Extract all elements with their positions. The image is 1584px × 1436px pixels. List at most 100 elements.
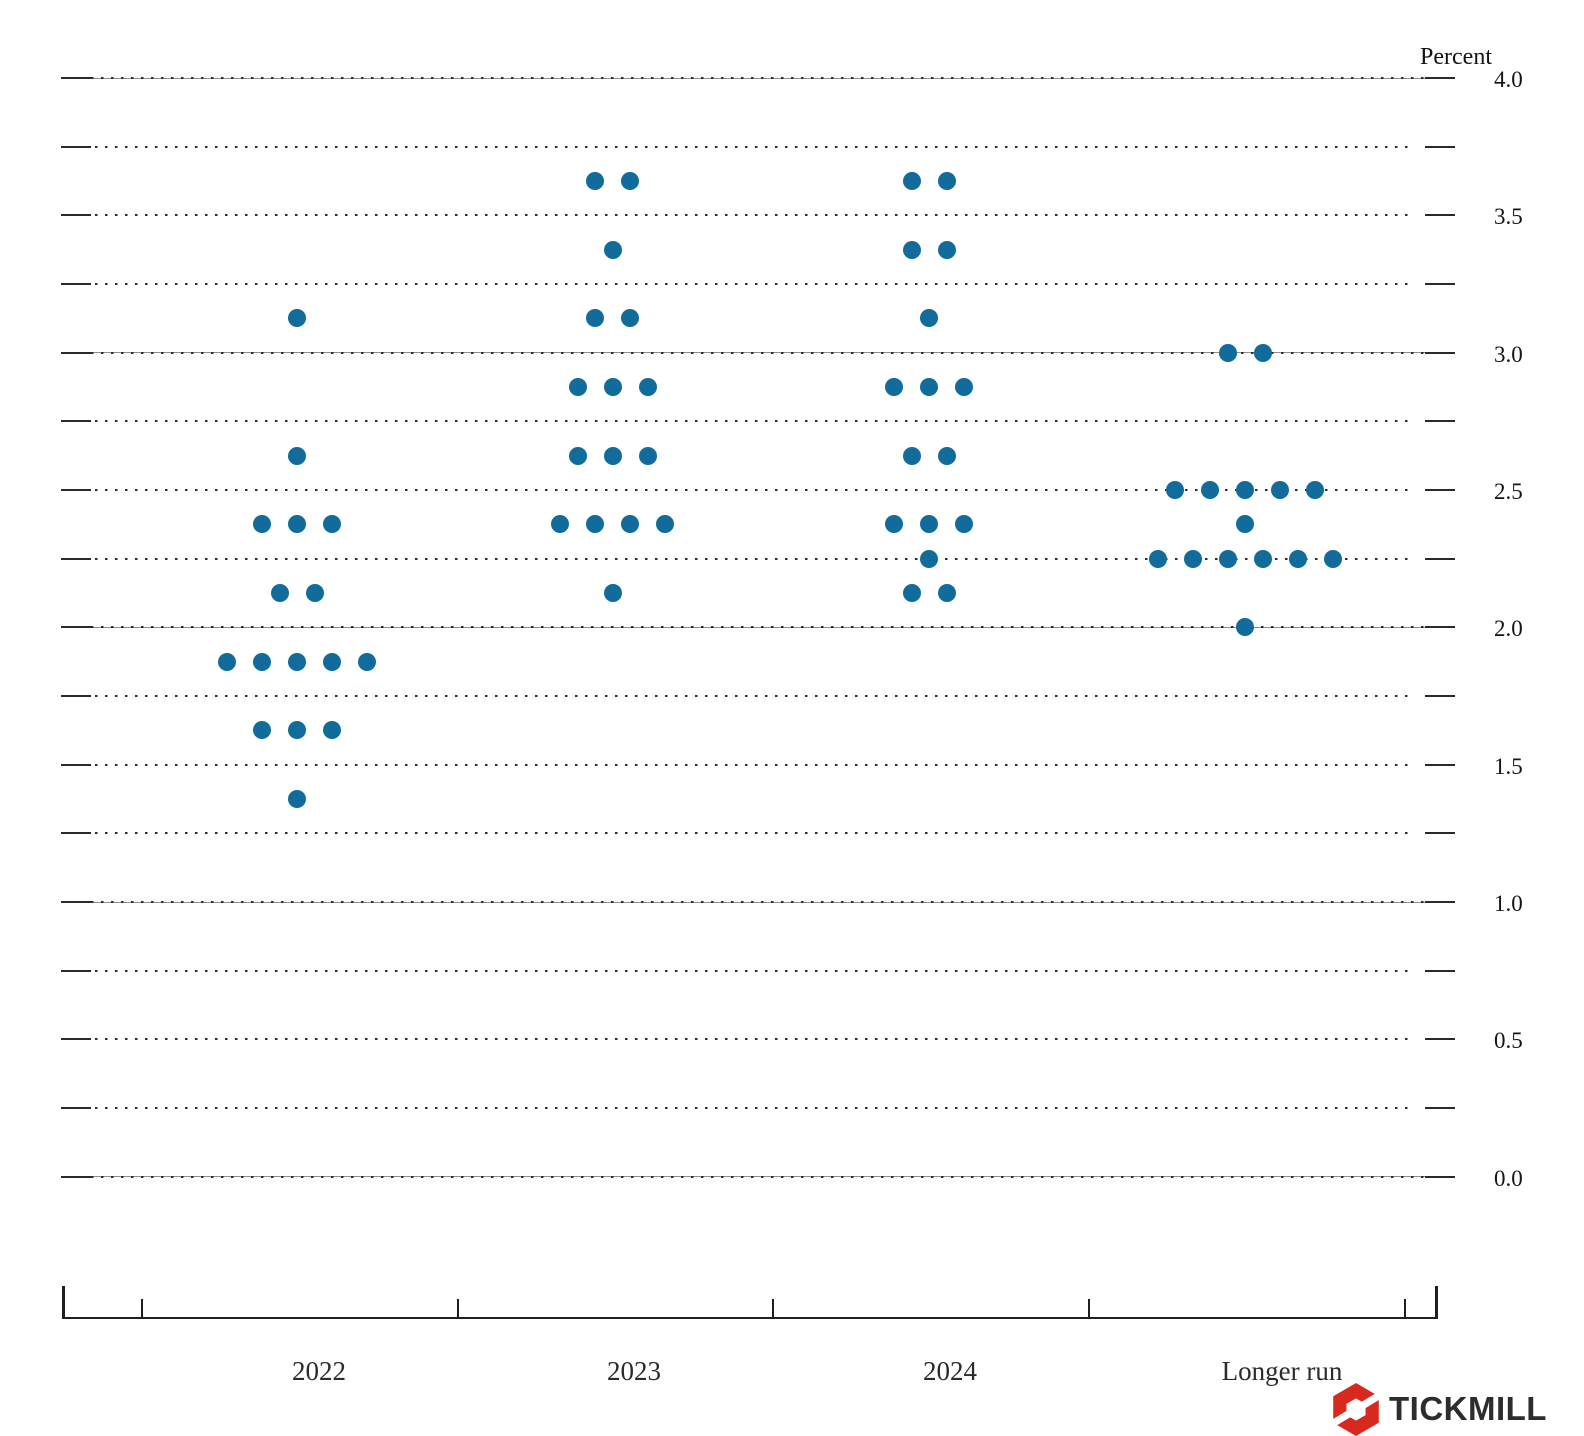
y-tick-label-2.0: 2.0 [1494, 616, 1523, 642]
dot-longer-run-2.5 [1201, 481, 1219, 500]
dot-2024-3.625 [937, 172, 956, 190]
dot-2023-2.375 [656, 515, 674, 534]
dot-2022-2.375 [288, 515, 306, 534]
dot-2023-3.625 [621, 172, 639, 190]
x-category-label-longer-run: Longer run [1221, 1356, 1343, 1386]
gridline-0.00 [61, 1175, 1455, 1178]
dot-2022-1.625 [253, 721, 271, 740]
gridline-1.00 [61, 901, 1455, 904]
dot-longer-run-2.25 [1253, 549, 1272, 568]
y-tick-label-3.0: 3.0 [1494, 341, 1523, 367]
x-axis-tick-5 [1403, 1299, 1406, 1318]
x-axis-line [62, 1317, 1438, 1319]
dot-2022-1.375 [288, 790, 306, 809]
dot-2024-2.625 [937, 446, 956, 465]
dot-longer-run-3 [1218, 343, 1237, 362]
dot-2022-1.625 [323, 721, 341, 740]
y-axis-unit-label: Percent [1420, 44, 1492, 70]
tickmill-logo: TICKMILL [1332, 1382, 1584, 1436]
dot-longer-run-2.5 [1306, 481, 1324, 500]
dot-2023-2.375 [621, 515, 639, 534]
x-axis-tick-2 [456, 1299, 459, 1318]
x-category-label-2024: 2024 [923, 1356, 977, 1386]
dot-longer-run-2.25 [1323, 549, 1342, 568]
dot-2023-2.625 [568, 446, 587, 465]
dot-2023-3.125 [621, 309, 639, 328]
tickmill-hexagon-icon [1332, 1382, 1380, 1436]
x-axis-tick-1 [141, 1299, 143, 1318]
dot-2024-2.375 [955, 515, 973, 534]
gridline-3.00 [61, 351, 1455, 354]
dot-2023-2.875 [568, 378, 587, 397]
dot-2022-1.875 [358, 652, 376, 671]
dot-2022-1.625 [288, 721, 306, 740]
dot-2022-1.875 [218, 652, 236, 671]
y-tick-label-0.0: 0.0 [1494, 1165, 1523, 1191]
dot-2024-2.375 [885, 515, 903, 534]
dot-longer-run-2.25 [1148, 549, 1167, 568]
dot-longer-run-2.5 [1236, 481, 1254, 500]
dot-2024-2.875 [885, 378, 903, 397]
dot-2023-3.625 [586, 172, 604, 190]
y-tick-label-3.5: 3.5 [1494, 204, 1523, 230]
dot-longer-run-2.5 [1271, 481, 1289, 500]
gridline-1.25 [61, 832, 1455, 835]
dot-longer-run-2.375 [1236, 515, 1254, 534]
dot-2022-1.875 [323, 652, 341, 671]
dot-2022-2.125 [270, 584, 289, 603]
dot-2024-2.625 [902, 446, 921, 465]
dot-2024-2.375 [920, 515, 938, 534]
dot-2024-3.125 [920, 309, 938, 328]
x-axis-tick-6 [1435, 1286, 1438, 1318]
dot-2024-2.25 [920, 549, 938, 568]
dot-longer-run-2.25 [1288, 549, 1307, 568]
y-tick-label-2.5: 2.5 [1494, 479, 1523, 505]
x-axis-tick-4 [1088, 1299, 1091, 1318]
dot-2023-3.375 [603, 240, 622, 259]
dot-2022-2.375 [253, 515, 271, 534]
dot-2023-2.375 [551, 515, 569, 534]
dot-2022-2.125 [305, 584, 324, 603]
dot-2023-2.875 [603, 378, 622, 397]
y-tick-label-1.5: 1.5 [1494, 753, 1523, 779]
dot-longer-run-2.25 [1218, 549, 1237, 568]
dot-2023-2.625 [603, 446, 622, 465]
dot-2022-3.125 [288, 309, 306, 328]
dot-2023-2.875 [638, 378, 657, 397]
gridline-2.25 [61, 557, 1455, 560]
dot-longer-run-2 [1236, 618, 1254, 637]
gridline-3.25 [61, 283, 1455, 286]
dot-2024-3.375 [902, 240, 921, 259]
y-tick-label-4.0: 4.0 [1494, 67, 1523, 92]
dot-longer-run-3 [1253, 343, 1272, 362]
gridline-1.75 [61, 695, 1455, 698]
x-category-label-2022: 2022 [292, 1356, 346, 1386]
dot-2024-2.125 [902, 584, 921, 603]
dot-2024-2.875 [920, 378, 938, 397]
dot-2023-2.125 [603, 584, 622, 603]
dot-2023-2.625 [638, 446, 657, 465]
x-category-label-2023: 2023 [607, 1356, 661, 1386]
gridline-3.50 [61, 214, 1455, 217]
dot-2024-2.125 [937, 584, 956, 603]
dot-longer-run-2.25 [1183, 549, 1202, 568]
gridline-4.00 [61, 77, 1455, 79]
gridline-0.25 [61, 1107, 1455, 1110]
gridline-1.50 [61, 763, 1455, 766]
dot-2023-2.375 [586, 515, 604, 534]
dot-2024-2.875 [955, 378, 973, 397]
gridline-2.00 [61, 626, 1455, 629]
dot-2023-3.125 [586, 309, 604, 328]
x-axis-tick-3 [772, 1299, 775, 1318]
dot-2022-2.625 [288, 446, 306, 465]
x-axis-tick-0 [62, 1286, 65, 1318]
y-tick-label-1.0: 1.0 [1494, 891, 1523, 917]
gridline-3.75 [61, 145, 1455, 148]
gridline-0.50 [61, 1038, 1455, 1041]
dot-2022-2.375 [323, 515, 341, 534]
gridline-2.50 [61, 489, 1455, 492]
dot-2024-3.375 [937, 240, 956, 259]
dot-2024-3.625 [902, 172, 921, 190]
